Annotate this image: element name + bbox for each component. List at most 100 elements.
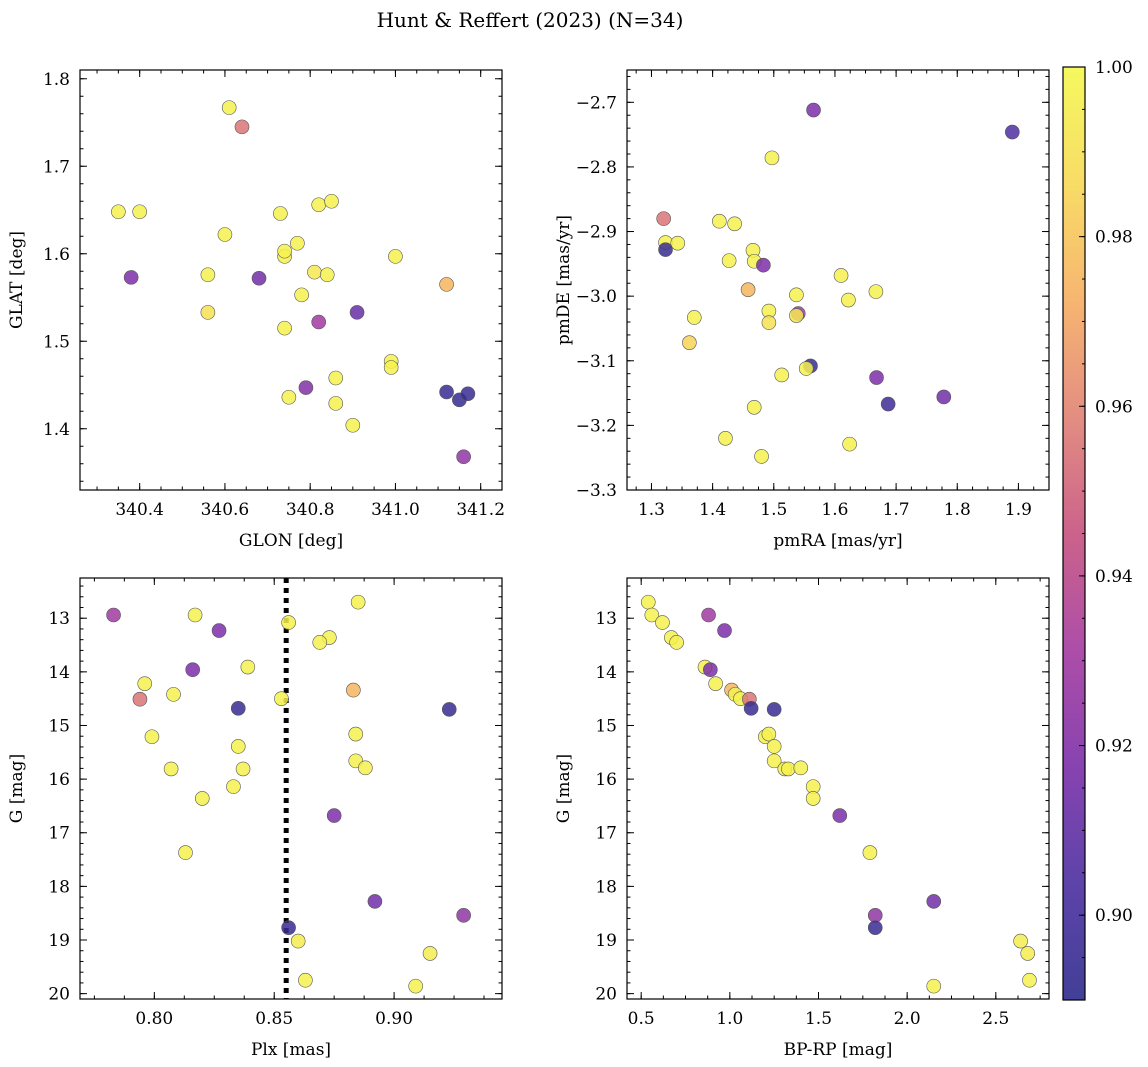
x-tick-label: 0.90 — [375, 1009, 413, 1029]
scatter-point — [328, 396, 344, 411]
y-tick-label: 20 — [595, 985, 617, 1005]
scatter-point — [644, 607, 660, 623]
scatter-point — [106, 607, 121, 623]
scatter-point — [717, 623, 732, 638]
scatter-point — [868, 284, 884, 299]
scatter-point — [712, 213, 727, 229]
scatter-point — [869, 370, 884, 385]
scatter-point — [281, 615, 296, 630]
x-tick-label: 341.0 — [371, 500, 420, 520]
scatter-point — [298, 380, 314, 395]
x-tick-label: 2.5 — [982, 1009, 1009, 1029]
y-tick-label: 18 — [595, 877, 617, 897]
figure-title: Hunt & Reffert (2023) (N=34) — [377, 8, 684, 32]
x-tick-label: 1.6 — [821, 500, 848, 520]
x-axis-label: pmRA [mas/yr] — [773, 531, 902, 551]
subplots: 340.4 340.6 340.8 341.0 341.2 1.4 1.5 1.6 1.7 1.8… — [7, 69, 1050, 1060]
y-tick-label: 14 — [48, 663, 70, 683]
x-tick-label: 340.6 — [201, 500, 250, 520]
scatter-point — [703, 662, 718, 678]
scatter-point — [277, 320, 292, 336]
scatter-point — [230, 701, 246, 716]
scatter-point — [1022, 972, 1037, 988]
y-tick-label: 18 — [48, 877, 70, 897]
y-tick-label: −3.1 — [576, 352, 617, 372]
colorbar-tick-label: 0.98 — [1095, 228, 1133, 248]
scatter-point — [277, 243, 292, 259]
y-tick-label: 1.5 — [43, 332, 70, 352]
scatter-point — [422, 946, 438, 961]
scatter-point — [798, 361, 814, 376]
axes-frame — [79, 69, 503, 491]
scatter-point — [789, 287, 804, 303]
panel-plx-g: 0.80 0.85 0.90 13 14 15 16 17 18 19 20 Plx [mas] G [… — [7, 577, 503, 1060]
y-tick-label: 16 — [48, 770, 70, 790]
scatter-point — [163, 761, 179, 777]
scatter-point — [764, 150, 780, 166]
scatter-point — [862, 845, 878, 860]
colorbar: 0.90 0.92 0.94 0.96 0.98 1.00 — [1062, 58, 1133, 1001]
scatter-point — [274, 691, 289, 706]
scatter-point — [294, 287, 309, 303]
scatter-point — [718, 431, 733, 446]
scatter-point — [348, 726, 364, 742]
y-tick-label: −2.9 — [576, 223, 617, 243]
scatter-point — [439, 384, 454, 400]
scatter-point — [682, 335, 697, 350]
y-axis-label: pmDE [mas/yr] — [554, 215, 574, 345]
scatter-point — [789, 308, 804, 323]
x-axis-label: Plx [mas] — [251, 1040, 331, 1060]
scatter-point — [460, 386, 476, 402]
scatter-point — [290, 933, 306, 949]
y-tick-label: −3.3 — [576, 481, 617, 501]
y-tick-label: 13 — [595, 609, 617, 629]
x-tick-label: 1.5 — [760, 500, 787, 520]
y-tick-label: 13 — [48, 609, 70, 629]
scatter-point — [746, 399, 762, 415]
scatter-point — [805, 791, 821, 806]
scatter-point — [137, 676, 153, 691]
scatter-point — [211, 623, 227, 638]
x-tick-label: 0.5 — [628, 1009, 655, 1029]
scatter-point — [123, 270, 139, 285]
panel-glon-glat: 340.4 340.6 340.8 341.0 341.2 1.4 1.5 1.6 1.7 1.8… — [7, 69, 505, 551]
scatter-point — [926, 894, 942, 909]
scatter-point — [842, 436, 857, 452]
x-tick-label: 1.5 — [805, 1009, 832, 1029]
scatter-point — [235, 761, 251, 777]
scatter-point — [111, 204, 126, 220]
scatter-point — [727, 216, 742, 232]
x-axis-label: BP-RP [mag] — [784, 1040, 893, 1060]
x-tick-label: 1.3 — [638, 500, 665, 520]
x-tick-label: 1.0 — [716, 1009, 743, 1029]
scatter-point — [217, 227, 233, 242]
scatter-point — [781, 761, 796, 777]
scatter-point — [200, 305, 216, 320]
scatter-point — [187, 607, 203, 623]
axes-frame — [626, 69, 1050, 491]
scatter-point — [669, 635, 684, 650]
x-tick-label: 340.8 — [286, 500, 335, 520]
scatter-point — [754, 449, 769, 464]
y-tick-label: −2.7 — [576, 93, 617, 113]
scatter-point — [1020, 946, 1036, 961]
y-axis-label: GLAT [deg] — [7, 231, 27, 329]
scatter-point — [793, 760, 809, 776]
scatter-point — [408, 978, 423, 994]
y-tick-label: 14 — [595, 663, 617, 683]
scatter-point — [178, 845, 193, 860]
scatter-point — [346, 682, 361, 698]
y-tick-label: −3.0 — [576, 287, 617, 307]
scatter-point — [383, 360, 399, 375]
scatter-point — [761, 726, 777, 742]
scatter-point — [144, 729, 160, 745]
y-tick-label: 19 — [595, 931, 617, 951]
x-tick-label: 1.7 — [883, 500, 910, 520]
y-tick-label: 15 — [48, 716, 70, 736]
scatter-point — [226, 779, 241, 794]
x-tick-label: 0.85 — [255, 1009, 293, 1029]
scatter-point — [200, 267, 216, 283]
scatter-point — [349, 305, 365, 320]
scatter-point — [761, 315, 777, 330]
